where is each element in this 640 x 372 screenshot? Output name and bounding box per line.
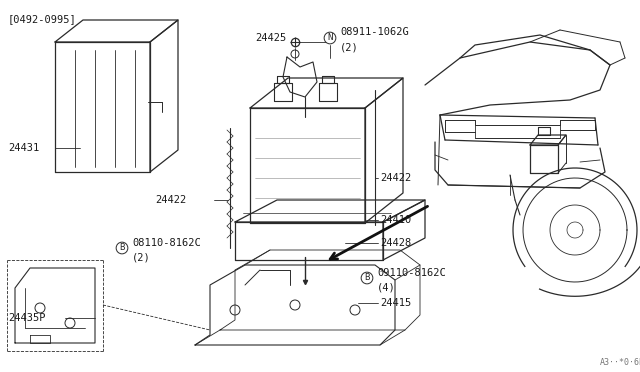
Text: 24415: 24415: [380, 298, 412, 308]
Text: 24428: 24428: [380, 238, 412, 248]
Text: 24422: 24422: [380, 173, 412, 183]
Text: 24422: 24422: [155, 195, 186, 205]
Text: N: N: [327, 33, 333, 42]
Text: 08911-1062G: 08911-1062G: [340, 27, 409, 37]
Text: 09110-8162C: 09110-8162C: [377, 268, 445, 278]
Text: (2): (2): [340, 42, 359, 52]
Text: B: B: [364, 273, 370, 282]
Text: 24431: 24431: [8, 143, 39, 153]
Text: [0492-0995]: [0492-0995]: [8, 14, 77, 24]
Text: (4): (4): [377, 283, 396, 293]
Text: 08110-8162C: 08110-8162C: [132, 238, 201, 248]
Text: 24410: 24410: [380, 215, 412, 225]
Text: (2): (2): [132, 253, 151, 263]
Text: 24425: 24425: [255, 33, 286, 43]
Text: B: B: [119, 244, 125, 253]
Text: 24435P: 24435P: [8, 313, 45, 323]
Text: A3··*0·6P: A3··*0·6P: [600, 358, 640, 367]
